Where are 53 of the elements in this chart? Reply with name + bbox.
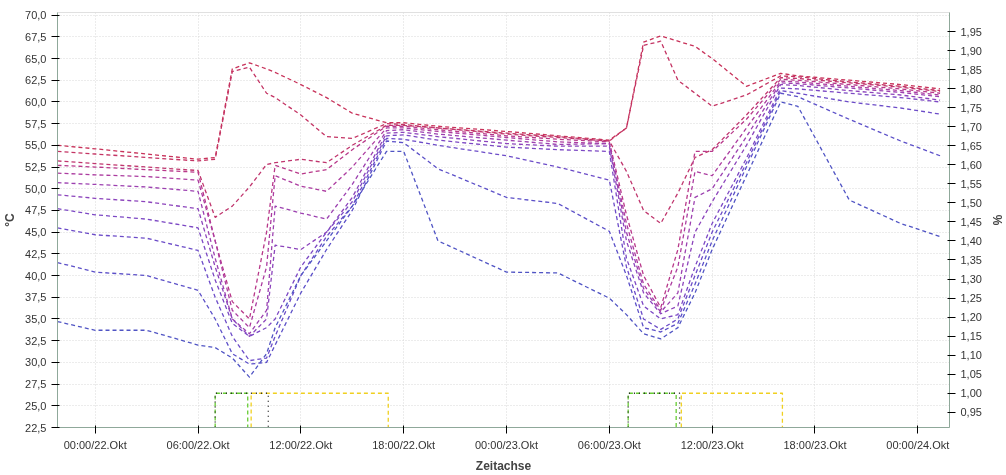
y-tick-label: 62,5 xyxy=(25,74,47,87)
x-tick-label: 12:00/23.Okt xyxy=(680,438,744,451)
y2-tick-label: 1,35 xyxy=(960,253,982,266)
y2-tick-label: 1,85 xyxy=(960,63,982,76)
y2-tick-label: 1,00 xyxy=(960,387,982,400)
y-axis-title: °C xyxy=(3,212,18,227)
x-tick-label: 18:00/22.Okt xyxy=(372,438,436,451)
y2-tick-label: 1,60 xyxy=(960,158,982,171)
x-tick-label: 00:00/23.Okt xyxy=(475,438,539,451)
x-tick-label: 00:00/24.Okt xyxy=(886,438,950,451)
x-tick-label: 18:00/23.Okt xyxy=(783,438,847,451)
y-tick-label: 30,0 xyxy=(25,356,47,369)
y2-tick-label: 1,75 xyxy=(960,101,982,114)
y2-tick-label: 1,25 xyxy=(960,292,982,305)
y2-tick-label: 1,95 xyxy=(960,25,982,38)
y2-tick-label: 1,90 xyxy=(960,44,982,57)
x-tick-label: 00:00/22.Okt xyxy=(63,438,127,451)
y2-tick-label: 1,55 xyxy=(960,177,982,190)
y-tick-label: 52,5 xyxy=(25,161,47,174)
y-tick-label: 25,0 xyxy=(25,399,47,412)
y-tick-label: 47,5 xyxy=(25,204,47,217)
y-tick-label: 37,5 xyxy=(25,291,47,304)
y-tick-label: 65,0 xyxy=(25,52,47,65)
y-tick-label: 32,5 xyxy=(25,334,47,347)
y2-tick-label: 1,20 xyxy=(960,311,982,324)
y2-tick-label: 1,15 xyxy=(960,330,982,343)
y-tick-label: 40,0 xyxy=(25,269,47,282)
y-tick-label: 70,0 xyxy=(25,9,47,22)
y-tick-label: 55,0 xyxy=(25,139,47,152)
y2-axis-title: % xyxy=(989,214,1004,226)
y2-tick-label: 1,40 xyxy=(960,234,982,247)
y-tick-label: 45,0 xyxy=(25,226,47,239)
x-tick-label: 06:00/23.Okt xyxy=(577,438,641,451)
y2-tick-label: 1,45 xyxy=(960,215,982,228)
y2-tick-label: 1,65 xyxy=(960,139,982,152)
y2-tick-label: 1,05 xyxy=(960,368,982,381)
y2-tick-label: 1,10 xyxy=(960,349,982,362)
y2-tick-label: 0,95 xyxy=(960,406,982,419)
y-tick-label: 60,0 xyxy=(25,95,47,108)
y2-tick-label: 1,50 xyxy=(960,196,982,209)
y-tick-label: 22,5 xyxy=(25,421,47,434)
y2-tick-label: 1,30 xyxy=(960,273,982,286)
y-tick-label: 35,0 xyxy=(25,312,47,325)
y2-tick-label: 1,70 xyxy=(960,120,982,133)
y2-tick-label: 1,80 xyxy=(960,82,982,95)
x-tick-label: 12:00/22.Okt xyxy=(269,438,333,451)
y-tick-label: 42,5 xyxy=(25,247,47,260)
x-tick-label: 06:00/22.Okt xyxy=(166,438,230,451)
y-tick-label: 57,5 xyxy=(25,117,47,130)
x-axis-title: Zeitachse xyxy=(475,458,532,473)
y-tick-label: 67,5 xyxy=(25,30,47,43)
y-tick-label: 27,5 xyxy=(25,378,47,391)
y-tick-label: 50,0 xyxy=(25,182,47,195)
